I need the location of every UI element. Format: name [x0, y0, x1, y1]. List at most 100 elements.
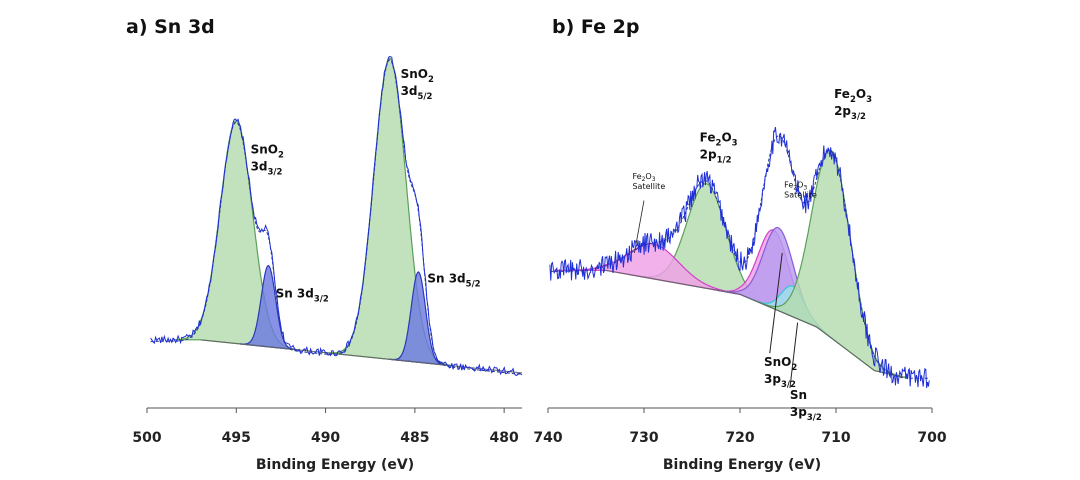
annotation-text: Fe	[834, 87, 850, 101]
panel-a-title: a) Sn 3d	[126, 16, 215, 38]
annotation-text: Fe	[700, 131, 716, 145]
annotation-subscript: 2	[278, 150, 284, 160]
annotation-ann-sn-3d32: Sn 3d3/2	[276, 287, 329, 305]
annotation-line: Sn	[790, 388, 807, 402]
annotation-text: SnO	[251, 142, 278, 156]
annotation-subscript: 3	[803, 185, 807, 192]
annotation-subscript: 3/2	[851, 112, 866, 122]
annotation-line: 2p3/2	[834, 104, 866, 122]
annotation-line: SnO2	[764, 355, 797, 373]
annotation-text: Sn	[790, 388, 807, 402]
panel-a-x-axis-label: Binding Energy (eV)	[256, 457, 414, 473]
annotation-line: Fe2O3	[834, 87, 872, 105]
annotation-ann-sn-3d52: Sn 3d5/2	[427, 272, 480, 290]
raw-spectrum	[549, 126, 930, 388]
annotation-subscript: 2	[793, 185, 797, 192]
raw-spectrum	[150, 55, 523, 376]
panel-a-curves	[150, 55, 523, 376]
annotation-text: 3p	[790, 405, 807, 419]
annotation-text: Sn 3d	[427, 272, 465, 286]
annotation-subscript: 2	[428, 75, 434, 85]
annotation-subscript: 3	[866, 95, 872, 105]
annotation-line: Fe2O3	[784, 181, 807, 192]
annotation-line: 3d5/2	[401, 84, 433, 102]
annotation-text: SnO	[764, 355, 791, 369]
annotation-subscript: 2	[642, 176, 646, 183]
annotation-subscript: 3/2	[314, 295, 329, 305]
annotation-subscript: 3/2	[268, 167, 283, 177]
annotation-subscript: 2	[791, 363, 797, 373]
x-tick-label: 730	[629, 430, 658, 446]
annotation-line: 3d3/2	[251, 159, 283, 177]
annotation-text: 3p	[764, 372, 781, 386]
x-tick-label: 485	[400, 430, 429, 446]
x-tick-label: 710	[821, 430, 850, 446]
annotation-text: O	[645, 172, 651, 181]
component-sno2-3d52	[325, 57, 455, 367]
annotation-line: Sn 3d5/2	[427, 272, 480, 290]
annotation-line: Sn 3d3/2	[276, 287, 329, 305]
annotation-line: SnO2	[251, 142, 284, 160]
annotation-subscript: 3	[732, 139, 738, 149]
annotation-text: 3d	[401, 84, 418, 98]
leader-sno2-3p32	[769, 252, 783, 354]
annotation-subscript: 3	[652, 176, 656, 183]
x-tick-label: 500	[132, 430, 161, 446]
annotation-line: Fe2O3	[632, 172, 655, 183]
annotation-ann-sn-3p32: Sn 3p3/2	[790, 388, 822, 423]
annotation-subscript: 3/2	[781, 380, 796, 390]
panel-b-leader-lines	[634, 200, 799, 389]
panel-a-components	[172, 57, 455, 367]
annotation-text: Satellite	[632, 182, 665, 191]
background-line	[605, 269, 903, 378]
annotation-text: O	[721, 131, 731, 145]
annotation-subscript: 5/2	[418, 92, 433, 102]
annotation-line: 3p3/2	[790, 405, 822, 423]
annotation-line: SnO2	[401, 67, 434, 85]
panel-b-title: b) Fe 2p	[552, 16, 639, 38]
annotation-text: Sn 3d	[276, 287, 314, 301]
annotation-text: 2p	[834, 104, 851, 118]
annotation-line: Satellite	[632, 182, 665, 191]
panel-b-curves	[549, 126, 930, 388]
x-tick-label: 480	[490, 430, 519, 446]
annotation-text: Fe	[632, 172, 641, 181]
annotation-subscript: 2	[850, 95, 856, 105]
leader-satellite-1	[634, 200, 645, 253]
annotation-subscript: 5/2	[466, 280, 481, 290]
x-tick-label: 720	[725, 430, 754, 446]
x-tick-label: 495	[222, 430, 251, 446]
x-tick-label: 700	[917, 430, 946, 446]
annotation-line: 3p3/2	[764, 372, 796, 390]
panel-fe-2p: b) Fe 2p 740 730 720 710 700 Fe2O32p1/2Fe2O3…	[533, 16, 946, 473]
x-tick-label: 490	[311, 430, 340, 446]
annotation-text: Fe	[784, 181, 793, 190]
panel-b-x-axis-label: Binding Energy (eV)	[663, 457, 821, 473]
panel-a-x-axis: 500 495 490 485 480	[132, 407, 522, 446]
x-tick-label: 740	[533, 430, 562, 446]
annotation-text: O	[797, 181, 803, 190]
annotation-subscript: 2	[716, 139, 722, 149]
annotation-line: 2p1/2	[700, 148, 732, 166]
annotation-line: Fe2O3	[700, 131, 738, 149]
annotation-subscript: 3/2	[807, 413, 822, 423]
annotation-subscript: 1/2	[717, 156, 732, 166]
annotation-text: SnO	[401, 67, 428, 81]
annotation-text: O	[856, 87, 866, 101]
annotation-text: 3d	[251, 159, 268, 173]
panel-b-x-axis: 740 730 720 710 700	[533, 407, 947, 446]
annotation-text: Satellite	[784, 191, 817, 200]
annotation-line: Satellite	[784, 191, 817, 200]
leader-sn-3p32	[789, 322, 799, 389]
